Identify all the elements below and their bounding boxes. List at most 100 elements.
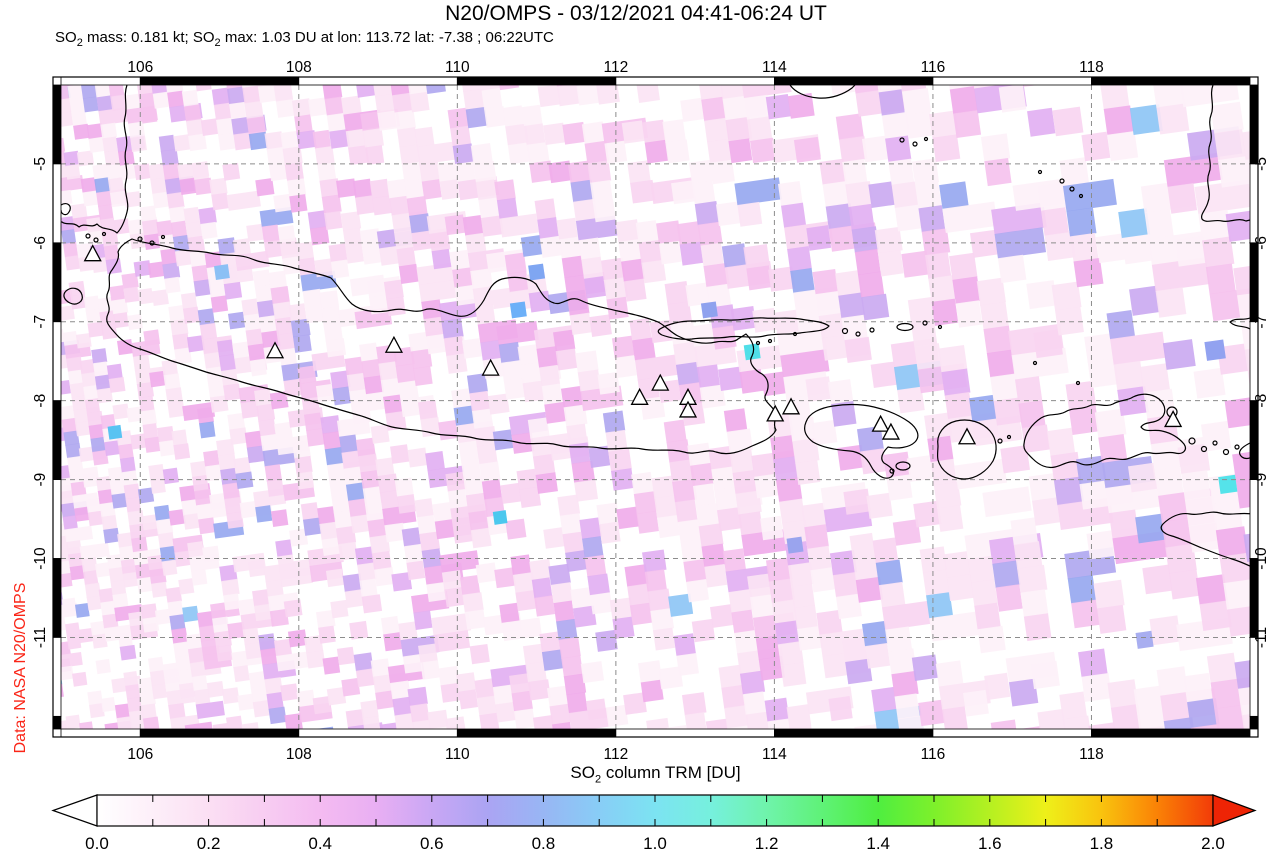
coastline-madura <box>657 317 830 340</box>
frame-stripe <box>1249 400 1259 481</box>
frame-stripe <box>52 163 62 244</box>
frame-stripe <box>1249 163 1259 244</box>
volcano-marker <box>481 358 500 376</box>
volcano-marker <box>1164 410 1183 428</box>
volcano-marker <box>651 373 670 391</box>
lat-tick-label-right: -11 <box>1253 627 1270 648</box>
colorbar-tick-label: 0.0 <box>85 834 109 853</box>
volcano-marker <box>881 422 901 440</box>
so2-cell <box>492 510 508 525</box>
coastline-ujungkulon-island <box>63 287 83 305</box>
lon-tick-label-bottom: 116 <box>921 746 946 763</box>
small-islands <box>85 136 1240 474</box>
lon-tick-label-bottom: 108 <box>286 746 312 763</box>
so2-cell <box>1135 630 1154 649</box>
volcano-marker <box>384 335 404 353</box>
frame-stripe <box>60 728 141 738</box>
volcano-marker <box>871 414 890 432</box>
data-source-watermark: Data: NASA N20/OMPS <box>12 582 29 754</box>
lon-tick-label-top: 108 <box>286 59 312 76</box>
colorbar-tick-label: 1.2 <box>755 834 779 853</box>
coastline-sulawesi <box>1201 85 1250 223</box>
frame-stripe <box>456 76 617 86</box>
colorbar-label-text: column TRM [DU] <box>601 763 741 782</box>
stats-subscript: 2 <box>214 37 221 49</box>
volcano-markers <box>83 244 1183 445</box>
so2-cell <box>743 343 761 361</box>
so2-cell <box>1218 474 1238 494</box>
colorbar-tick-label: 1.0 <box>643 834 667 853</box>
frame-stripe <box>298 728 458 738</box>
lon-tick-label-bottom: 118 <box>1079 746 1104 763</box>
frame-stripe <box>1091 76 1251 86</box>
lat-tick-label-left: -9 <box>32 473 49 487</box>
frame-stripe <box>1249 637 1259 717</box>
frame-stripe <box>1249 479 1259 559</box>
stats-text: mass: 0.181 kt; SO <box>82 29 215 46</box>
colorbar-label-text: SO <box>570 763 595 782</box>
stats-text: SO <box>55 29 77 46</box>
lon-tick-label-bottom: 110 <box>445 746 470 763</box>
frame-stripe <box>139 728 300 738</box>
so2-cell <box>1204 339 1226 361</box>
lat-tick-label-right: -7 <box>1253 315 1270 329</box>
colorbar-tick-label: 1.6 <box>978 834 1002 853</box>
stats-text: max: 1.03 DU at lon: 113.72 lat: -7.38 ;… <box>220 29 554 46</box>
lon-tick-label-bottom: 112 <box>604 746 629 763</box>
volcano-marker <box>957 427 977 445</box>
lon-tick-label-top: 116 <box>921 59 946 76</box>
frame-stripe <box>298 76 458 86</box>
map-frame-outline <box>52 76 1259 738</box>
frame-stripe <box>52 558 62 638</box>
so2-highlight-cells <box>107 263 1238 649</box>
coastline-sumatra-tip <box>61 85 129 234</box>
lat-tick-label-left: -10 <box>32 547 49 570</box>
lon-tick-label-top: 110 <box>445 59 470 76</box>
coastline-selayar <box>1229 317 1250 330</box>
lat-tick-label-right: -10 <box>1253 547 1270 570</box>
volcano-marker <box>630 387 649 405</box>
volcano-marker <box>766 404 785 422</box>
lat-tick-label-left: -6 <box>32 236 49 250</box>
frame-stripe <box>774 728 934 738</box>
lon-tick-label-top: 114 <box>762 59 787 76</box>
coastline-sumatra-hook <box>61 202 71 216</box>
frame-stripe <box>52 715 62 730</box>
axis-tick-labels: 106 106 108 108 110 110 112 112 114 114 116 116 118 1… <box>32 59 1270 763</box>
coastline-bali <box>804 404 919 479</box>
colorbar-left-arrow <box>51 794 98 827</box>
frame-stripe <box>615 728 775 738</box>
colorbar-tick-label: 1.8 <box>1090 834 1114 853</box>
lat-tick-label-left: -8 <box>32 394 49 408</box>
frame-stripe <box>52 242 62 323</box>
lon-tick-label-top: 112 <box>604 59 629 76</box>
figure-title: N20/OMPS - 03/12/2021 04:41-06:24 UT <box>445 2 827 25</box>
lat-tick-label-left: -11 <box>32 627 49 648</box>
frame-stripe <box>932 728 1092 738</box>
colorbar-ticks <box>152 795 1158 826</box>
stats-subscript: 2 <box>76 37 83 49</box>
frame-stripe <box>456 728 617 738</box>
lon-tick-label-top: 118 <box>1079 59 1104 76</box>
colorbar-right-arrow <box>1212 794 1257 827</box>
colorbar: 0.0 0.2 0.4 0.6 0.8 1.0 1.2 1.4 1.6 1.8 2.0 <box>51 794 1257 853</box>
so2-cell <box>214 264 230 280</box>
lat-tick-label-right: -6 <box>1253 236 1270 250</box>
colorbar-tick-label: 1.4 <box>866 834 890 853</box>
so2-cell <box>107 424 123 440</box>
coastline-kalimantan-tip <box>789 85 856 99</box>
frame-stripe <box>52 321 62 402</box>
coastline-lombok <box>936 419 997 480</box>
volcano-marker <box>83 244 102 262</box>
so2-cell <box>700 301 718 319</box>
frame-stripe <box>52 637 62 717</box>
colorbar-tick-label: 0.4 <box>308 834 332 853</box>
frame-stripe <box>52 479 62 559</box>
colorbar-axis-label: SO2 column TRM [DU] <box>61 763 1250 785</box>
frame-stripe <box>1249 321 1259 402</box>
colorbar-tick-label: 2.0 <box>1201 834 1225 853</box>
frame-stripe <box>52 84 62 165</box>
colorbar-tick-label: 0.2 <box>197 834 221 853</box>
colorbar-tick-label: 0.6 <box>420 834 444 853</box>
